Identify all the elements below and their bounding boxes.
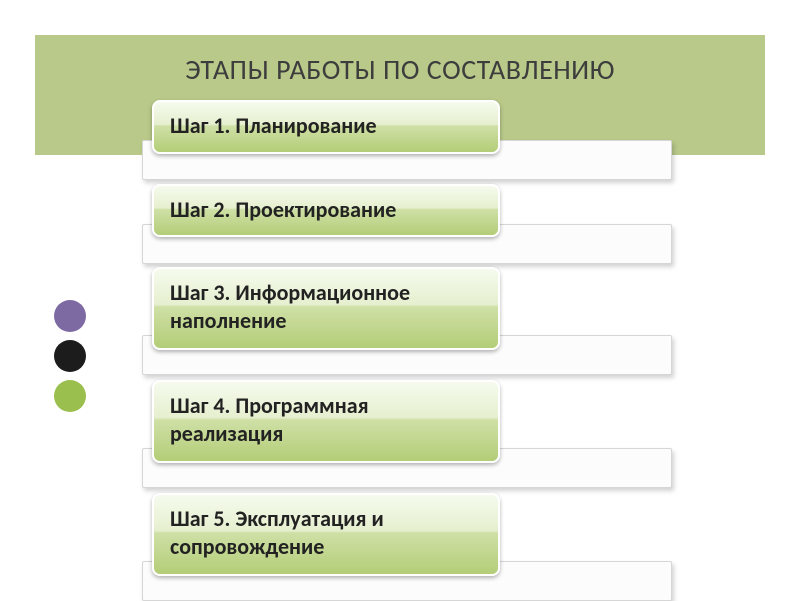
step-label: Шаг 5. Эксплуатация и сопровождение xyxy=(170,505,384,560)
step-box-5: Шаг 5. Эксплуатация и сопровождение xyxy=(152,493,500,576)
step-item: Шаг 1. Планирование xyxy=(152,100,662,154)
step-label: Шаг 4. Программная реализация xyxy=(170,392,369,447)
steps-list: Шаг 1. Планирование Шаг 2. Проектировани… xyxy=(152,100,662,588)
step-box-1: Шаг 1. Планирование xyxy=(152,100,500,154)
step-label: Шаг 2. Проектирование xyxy=(170,196,396,223)
step-item: Шаг 2. Проектирование xyxy=(152,184,662,238)
dot-purple xyxy=(54,300,86,332)
step-item: Шаг 5. Эксплуатация и сопровождение xyxy=(152,493,662,576)
page-title: ЭТАПЫ РАБОТЫ ПО СОСТАВЛЕНИЮ xyxy=(0,52,800,87)
step-box-3: Шаг 3. Информационное наполнение xyxy=(152,267,500,350)
decorative-dots xyxy=(54,300,86,420)
dot-green xyxy=(54,380,86,412)
step-label: Шаг 3. Информационное наполнение xyxy=(170,279,410,334)
dot-black xyxy=(54,340,86,372)
step-item: Шаг 4. Программная реализация xyxy=(152,380,662,463)
step-item: Шаг 3. Информационное наполнение xyxy=(152,267,662,350)
step-label: Шаг 1. Планирование xyxy=(170,112,377,139)
step-box-4: Шаг 4. Программная реализация xyxy=(152,380,500,463)
step-box-2: Шаг 2. Проектирование xyxy=(152,184,500,238)
